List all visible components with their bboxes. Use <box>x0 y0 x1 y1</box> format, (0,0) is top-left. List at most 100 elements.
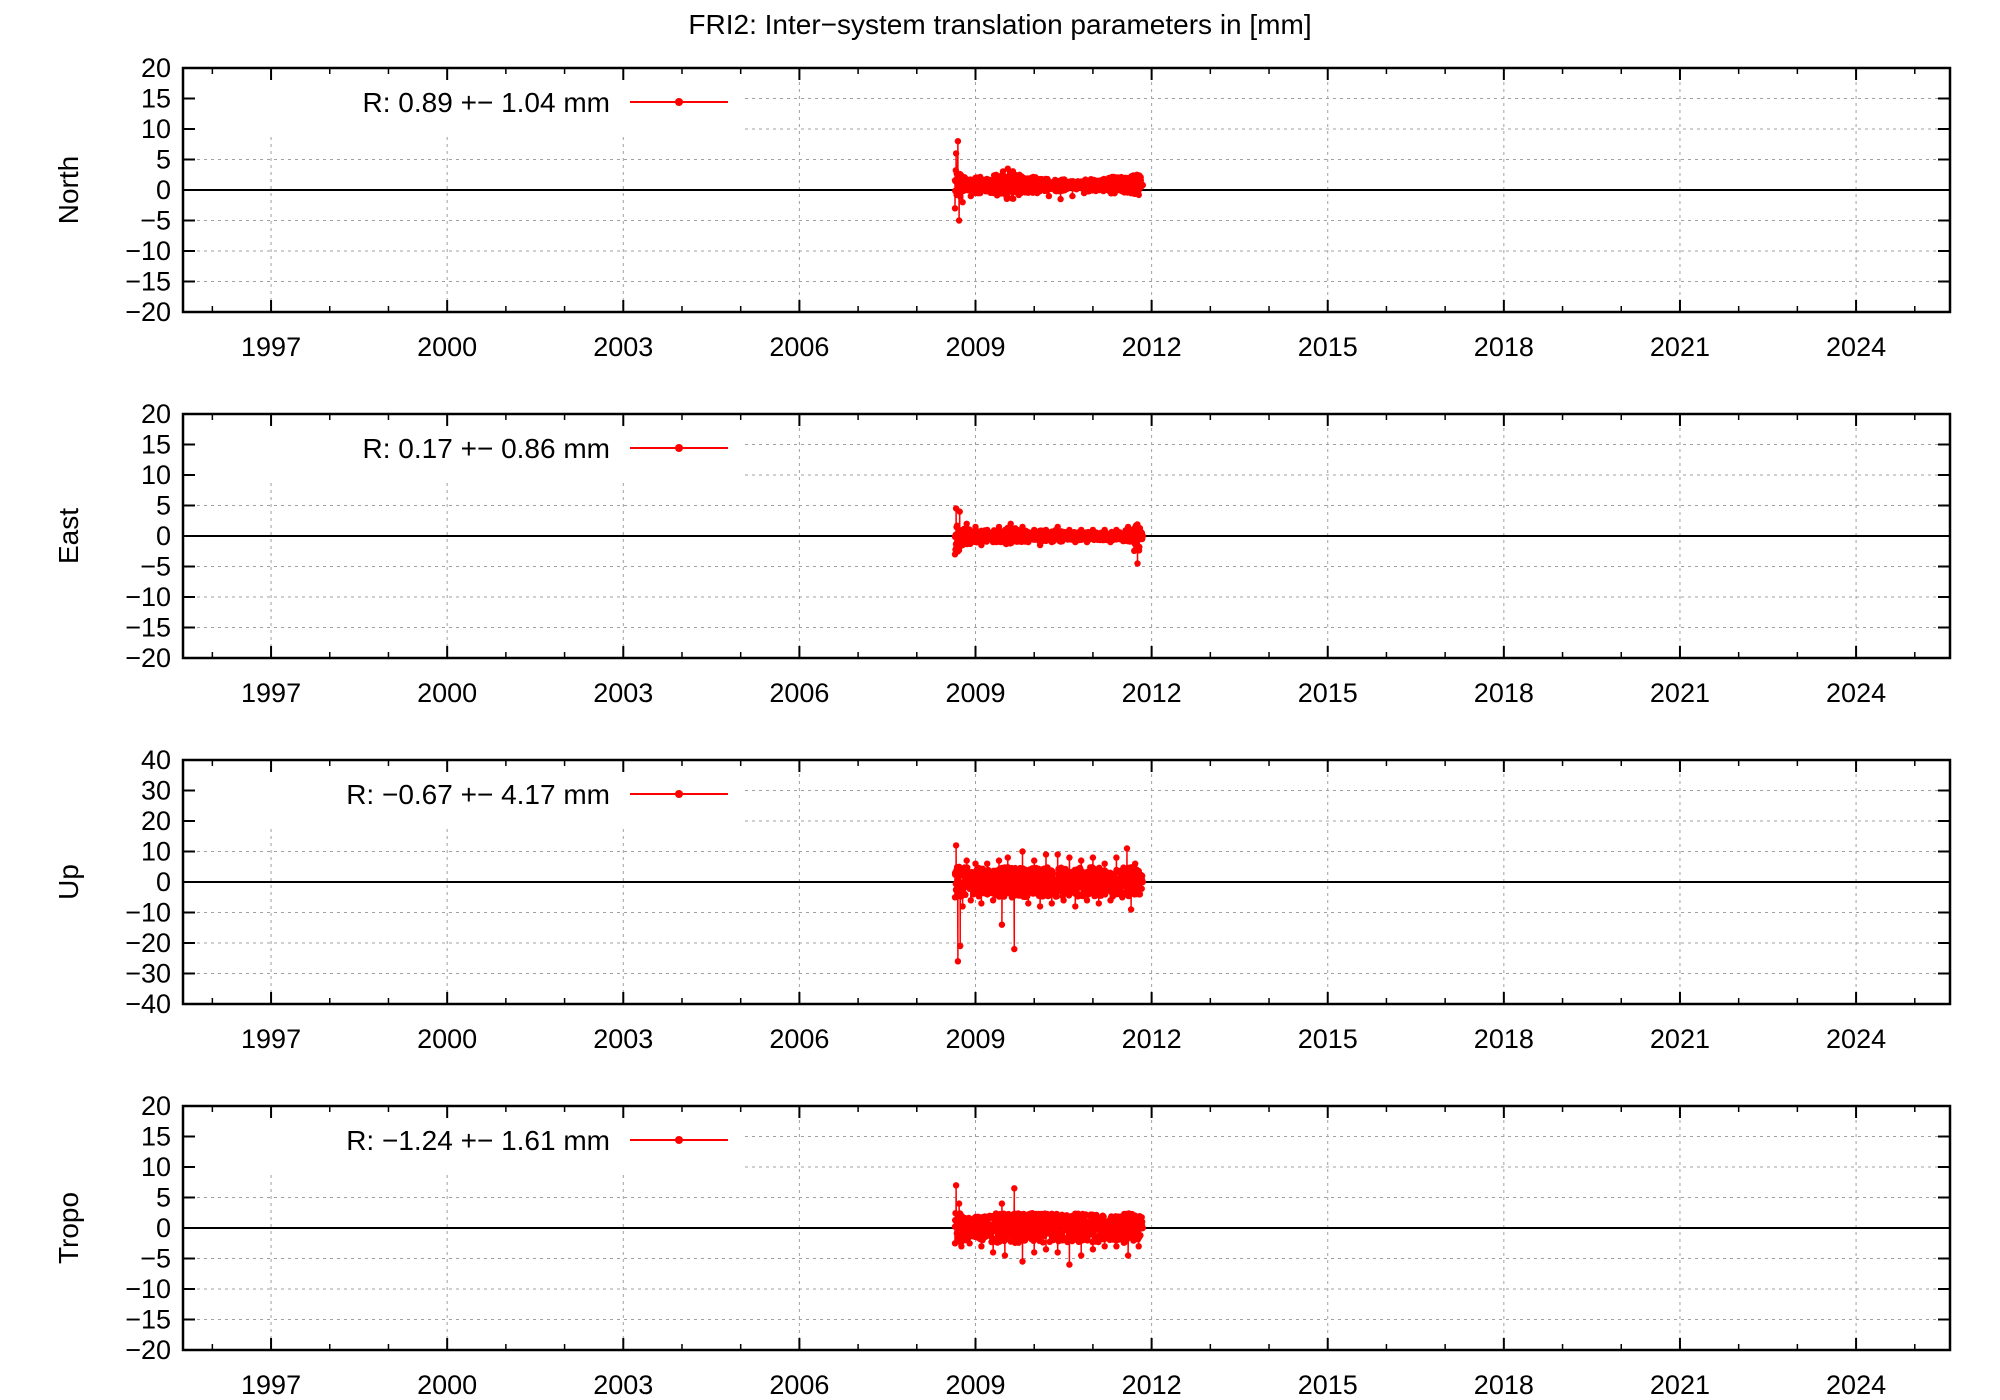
y-tick-label: −15 <box>125 613 171 643</box>
data-point <box>1054 1249 1061 1256</box>
x-tick-label: 2012 <box>1122 1024 1182 1054</box>
x-tick-label: 1997 <box>241 1024 301 1054</box>
data-point <box>1039 1239 1047 1246</box>
y-tick-label: −20 <box>125 1335 171 1365</box>
x-tick-label: 2024 <box>1826 678 1886 708</box>
x-tick-label: 2021 <box>1650 332 1710 362</box>
data-point <box>1048 900 1056 907</box>
y-tick-label: −5 <box>140 552 171 582</box>
data-point <box>1083 897 1091 904</box>
data-point <box>1031 857 1038 864</box>
x-tick-label: 1997 <box>241 1370 301 1400</box>
x-tick-label: 2015 <box>1298 332 1358 362</box>
data-point <box>1010 1222 1018 1229</box>
y-tick-label: −20 <box>125 928 171 958</box>
data-point <box>1127 906 1135 913</box>
data-point <box>1139 872 1146 880</box>
x-tick-label: 2015 <box>1298 1370 1358 1400</box>
data-point <box>1072 903 1079 910</box>
data-point <box>1113 854 1120 861</box>
data-point <box>1135 1243 1142 1250</box>
x-tick-label: 2012 <box>1122 1370 1182 1400</box>
x-tick-label: 2009 <box>945 1024 1005 1054</box>
y-tick-label: 20 <box>141 1091 171 1121</box>
x-tick-label: 2003 <box>593 332 653 362</box>
data-point <box>1049 868 1056 875</box>
data-point <box>959 903 966 910</box>
data-point <box>1139 532 1147 540</box>
y-tick-label: 30 <box>141 776 171 806</box>
data-point <box>978 900 985 907</box>
legend-label: R: −1.24 +− 1.61 mm <box>346 1125 610 1156</box>
data-point <box>984 860 991 867</box>
data-point <box>952 150 960 157</box>
y-axis-label: East <box>53 508 84 564</box>
data-point <box>954 138 962 145</box>
data-point <box>995 857 1003 864</box>
data-point <box>1010 195 1017 202</box>
y-axis-label: Tropo <box>53 1192 84 1264</box>
y-tick-label: −40 <box>125 989 171 1019</box>
y-tick-label: 40 <box>141 745 171 775</box>
data-point <box>967 897 974 904</box>
data-point <box>1139 1218 1146 1226</box>
data-point <box>1123 845 1131 852</box>
y-tick-label: −10 <box>125 1274 171 1304</box>
figure-title: FRI2: Inter−system translation parameter… <box>688 9 1311 40</box>
y-tick-label: 20 <box>141 806 171 836</box>
x-tick-label: 2006 <box>769 1370 829 1400</box>
x-tick-label: 2015 <box>1298 678 1358 708</box>
data-point <box>1001 1252 1009 1259</box>
x-tick-label: 2018 <box>1474 678 1534 708</box>
y-tick-label: 0 <box>156 521 171 551</box>
x-tick-label: 2006 <box>769 332 829 362</box>
data-point <box>1138 885 1145 892</box>
data-point <box>989 897 997 904</box>
data-point <box>1089 854 1097 861</box>
y-tick-label: −10 <box>125 582 171 612</box>
x-tick-label: 1997 <box>241 332 301 362</box>
data-point <box>1042 851 1050 858</box>
data-point <box>1078 857 1085 864</box>
data-point <box>956 508 963 515</box>
y-tick-label: −20 <box>125 297 171 327</box>
y-tick-label: −20 <box>125 643 171 673</box>
data-point <box>1139 1224 1147 1232</box>
x-tick-label: 2000 <box>417 678 477 708</box>
y-tick-label: 5 <box>156 1183 171 1213</box>
data-point <box>955 1200 963 1207</box>
y-tick-label: 10 <box>141 114 171 144</box>
y-tick-label: 10 <box>141 460 171 490</box>
y-tick-label: 0 <box>156 867 171 897</box>
data-point <box>966 1240 973 1247</box>
y-tick-label: 5 <box>156 145 171 175</box>
data-point <box>989 1249 997 1256</box>
data-point <box>1136 891 1144 898</box>
data-point <box>1101 1243 1108 1250</box>
x-tick-label: 2009 <box>945 678 1005 708</box>
x-tick-label: 2012 <box>1122 332 1182 362</box>
x-tick-label: 2021 <box>1650 678 1710 708</box>
x-tick-label: 2000 <box>417 332 477 362</box>
data-point <box>998 921 1006 928</box>
data-point <box>962 891 969 898</box>
x-tick-label: 2000 <box>417 1370 477 1400</box>
x-tick-label: 2012 <box>1122 678 1182 708</box>
data-point <box>1019 1258 1026 1265</box>
x-tick-label: 2003 <box>593 1370 653 1400</box>
y-tick-label: 5 <box>156 491 171 521</box>
data-point <box>957 942 964 950</box>
data-point <box>964 864 971 871</box>
y-tick-label: 15 <box>141 84 171 114</box>
data-point <box>1136 543 1143 551</box>
data-point <box>1004 854 1011 861</box>
legend-label: R: 0.89 +− 1.04 mm <box>363 87 610 118</box>
x-tick-label: 2015 <box>1298 1024 1358 1054</box>
data-point <box>1007 520 1014 527</box>
data-point <box>952 842 960 849</box>
x-tick-label: 2000 <box>417 1024 477 1054</box>
